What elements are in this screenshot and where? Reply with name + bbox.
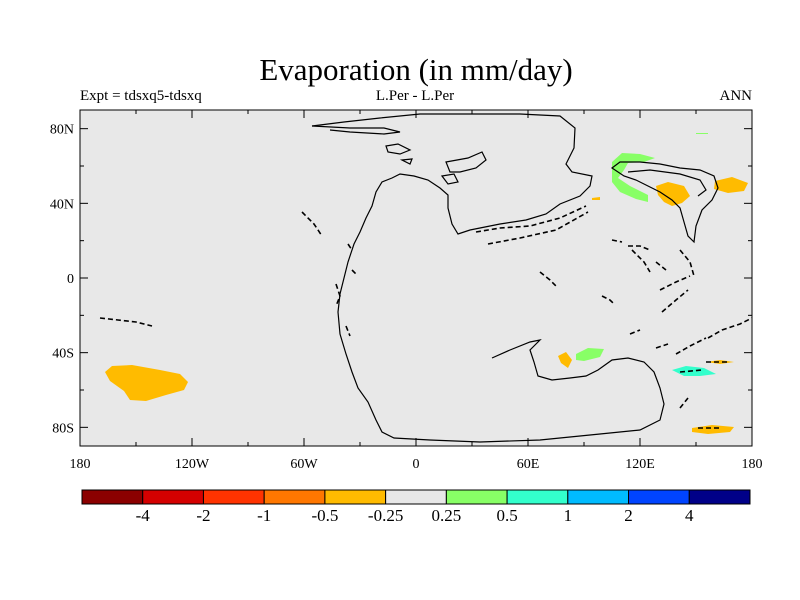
- coastline-east-inner: [627, 169, 707, 197]
- colorbar-swatch: [324, 489, 387, 505]
- fragment-center-c: [539, 271, 557, 287]
- colorbar-labels: -4 -2 -1 -0.5 -0.25 0.25 0.5 1 2 4: [136, 506, 694, 525]
- patch-negative-gulf: [592, 197, 600, 200]
- plot-background: [80, 110, 752, 446]
- patch-negative-south-indian: [558, 352, 572, 368]
- colorbar-level-label: -0.5: [311, 506, 338, 525]
- colorbar-level-label: -0.25: [368, 506, 403, 525]
- coastline-north-sliver: [311, 125, 401, 135]
- chart-title: Evaporation (in mm/day): [259, 52, 573, 87]
- patch-positive-south-indian: [576, 348, 604, 361]
- coastline-north-island-a: [385, 143, 412, 155]
- fragment-west-c: [347, 243, 353, 251]
- coastline-north-island-d: [440, 173, 459, 185]
- coastline-northeast-land: [610, 161, 719, 244]
- fragment-center-f: [655, 261, 667, 271]
- colorbar-level-label: 1: [564, 506, 573, 525]
- anomaly-patches: [105, 133, 748, 434]
- y-tick-label: 40N: [50, 197, 74, 212]
- patch-positive-siberia: [612, 153, 655, 202]
- colorbar-swatch: [567, 489, 630, 505]
- y-tick-label: 0: [67, 272, 74, 287]
- fragment-east-d: [661, 289, 689, 313]
- fragment-east-a: [628, 245, 651, 251]
- axis-labels: 180 120W 60W 0 60E 120E 180 80N 40N 0 40S 80S: [50, 123, 763, 472]
- fragment-west-a: [301, 211, 323, 237]
- colorbar-level-label: -4: [136, 506, 151, 525]
- fragment-east-f: [707, 317, 753, 339]
- fragment-east-b: [611, 239, 623, 243]
- y-tick-label: 80S: [52, 421, 74, 436]
- colorbar-swatch: [263, 489, 326, 505]
- patch-negative-small-south-pacific: [706, 360, 734, 364]
- fragment-west-e: [345, 325, 351, 337]
- y-tick-label: 80N: [50, 123, 74, 138]
- colorbar-level-label: 2: [624, 506, 633, 525]
- patch-negative-east-asia: [656, 182, 690, 206]
- coastlines: [311, 113, 719, 443]
- colorbar-swatch: [628, 489, 690, 505]
- fragment-east-h: [629, 329, 641, 335]
- x-tick-label: 180: [70, 457, 91, 472]
- patch-negative-south-pacific: [105, 365, 188, 401]
- axis-ticks: [79, 110, 753, 446]
- colorbar-swatch: [202, 489, 265, 505]
- fragment-east-g: [655, 343, 669, 349]
- x-tick-label: 120E: [625, 457, 655, 472]
- x-tick-label: 60E: [517, 457, 540, 472]
- patch-negative-north-pacific: [714, 177, 748, 193]
- coastline-north-island-c: [445, 151, 487, 173]
- colorbar-swatch: [81, 489, 144, 505]
- fragment-center-a: [475, 205, 587, 233]
- fragment-center-d: [601, 295, 615, 305]
- coastline-north-island-b: [399, 158, 413, 165]
- x-tick-label: 0: [413, 457, 420, 472]
- x-tick-label: 180: [742, 457, 763, 472]
- fragment-east-c: [679, 249, 695, 277]
- colorbar: [81, 489, 751, 505]
- season-label: ANN: [719, 88, 753, 104]
- x-tick-label: 120W: [175, 457, 210, 472]
- fragment-sp-east-i: [679, 369, 703, 373]
- x-tick-label: 60W: [290, 457, 318, 472]
- colorbar-level-label: 4: [685, 506, 694, 525]
- period-label: L.Per - L.Per: [375, 88, 455, 104]
- colorbar-level-label: -2: [196, 506, 210, 525]
- fragment-west-b: [335, 283, 341, 307]
- colorbar-level-label: 0.25: [431, 506, 461, 525]
- colorbar-level-label: -1: [257, 506, 271, 525]
- colorbar-swatch: [385, 489, 447, 505]
- fragment-west-d: [351, 269, 357, 275]
- colorbar-swatch: [142, 489, 204, 505]
- fragment-center-e: [631, 249, 651, 273]
- colorbar-swatch: [445, 489, 508, 505]
- experiment-label: Expt = tdsxq5-tdsxq: [80, 88, 202, 104]
- patch-positive-south-pacific-east: [672, 366, 716, 376]
- colorbar-swatch: [506, 489, 569, 505]
- colorbar-level-label: 0.5: [496, 506, 517, 525]
- fragment-south-pacific: [99, 317, 153, 327]
- fragment-center-g: [659, 275, 691, 291]
- colorbar-swatch: [688, 489, 751, 505]
- y-tick-label: 40S: [52, 347, 74, 362]
- patch-positive-arctic: [696, 133, 708, 134]
- fragment-east-e: [675, 337, 707, 355]
- island-fragments: [99, 205, 753, 429]
- fragment-sp-east-j: [679, 397, 689, 409]
- coastline-supercontinent: [311, 113, 665, 443]
- fragment-center-b: [487, 211, 589, 245]
